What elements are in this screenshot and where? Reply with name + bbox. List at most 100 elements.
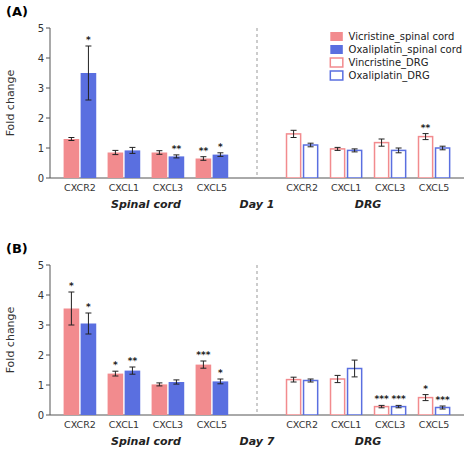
figure: (A)Fold change012345CXCR2CXCL1CXCL3CXCL5…	[0, 0, 474, 474]
bar	[213, 381, 229, 415]
bar	[304, 381, 318, 416]
section-label: DRG	[355, 198, 382, 211]
bar	[196, 159, 212, 179]
y-tick-label: 5	[38, 260, 44, 271]
y-axis: 012345	[38, 260, 464, 421]
error-bar	[308, 379, 314, 382]
error-bar	[68, 138, 74, 141]
error-bar	[379, 405, 385, 407]
bar	[287, 134, 301, 178]
x-tick-label: CXCR2	[286, 182, 318, 193]
y-tick-label: 2	[38, 350, 44, 361]
bar	[196, 365, 212, 415]
legend-label: Oxaliplatin_DRG	[349, 70, 430, 82]
error-bar	[335, 375, 341, 382]
y-axis-line	[50, 28, 51, 178]
x-tick-label: CXCL5	[419, 419, 449, 430]
x-tick-label: CXCL1	[109, 419, 139, 430]
significance-labels: *******************	[69, 281, 450, 405]
error-bar	[173, 155, 179, 158]
y-tick-label: 4	[38, 53, 44, 64]
panel-title: (B)	[6, 241, 28, 256]
y-axis: 0 1 2 3 4 5	[38, 23, 464, 184]
x-tick-label: CXCL3	[375, 182, 405, 193]
bar	[348, 150, 362, 178]
y-tick	[46, 148, 50, 149]
bar	[125, 150, 141, 178]
legend-label: Vicristine_spinal cord	[349, 31, 455, 43]
y-tick-label: 2	[38, 113, 44, 124]
legend-label: Oxaliplatin_spinal cord	[349, 44, 462, 56]
significance-label: *	[86, 35, 91, 45]
bar	[169, 156, 185, 178]
significance-label: *	[69, 281, 74, 291]
x-tick-label: CXCL5	[197, 419, 227, 430]
y-tick-label: 1	[38, 143, 44, 154]
bar	[81, 324, 97, 416]
error-bar	[352, 149, 358, 152]
section-separator	[257, 28, 258, 178]
bars	[64, 292, 450, 415]
bar	[64, 139, 80, 178]
section-separator	[257, 265, 258, 415]
y-tick	[46, 88, 50, 89]
section-label: Spinal cord	[111, 198, 181, 211]
y-axis-line	[50, 265, 51, 415]
error-bar	[200, 157, 206, 161]
significance-label: **	[421, 123, 431, 133]
significance-label: ***	[375, 394, 389, 404]
panel: (B)Fold change012345CXCR2CXCL1CXCL3CXCL5…	[4, 241, 464, 448]
significance-label: **	[172, 144, 182, 154]
x-tick-label: CXCR2	[64, 419, 96, 430]
bar	[287, 380, 301, 415]
x-tick-label: CXCL5	[197, 182, 227, 193]
y-tick	[46, 295, 50, 296]
y-tick	[46, 325, 50, 326]
significance-label: ***	[392, 394, 406, 404]
error-bar	[291, 130, 297, 137]
error-bar	[129, 147, 135, 153]
y-tick-label: 1	[38, 380, 44, 391]
error-bar	[112, 150, 118, 154]
bars	[64, 46, 450, 178]
legend-swatch	[330, 32, 343, 41]
significance-label: *	[423, 384, 428, 394]
error-bar	[156, 151, 162, 155]
bar	[108, 374, 124, 415]
error-bar	[379, 139, 385, 146]
significance-label: **	[128, 356, 138, 366]
bar	[331, 379, 345, 415]
y-tick-label: 0	[38, 410, 44, 421]
y-tick	[46, 28, 50, 29]
error-bar	[291, 377, 297, 382]
legend-label: Vincristine_DRG	[349, 57, 429, 69]
x-tick-label: CXCL3	[153, 182, 183, 193]
error-bar	[440, 146, 446, 150]
y-tick-label: 0	[38, 173, 44, 184]
error-bar	[396, 148, 402, 153]
error-bar	[200, 361, 206, 368]
x-tick-label: CXCR2	[64, 182, 96, 193]
error-bar	[423, 395, 429, 401]
panel-title: (A)	[6, 4, 28, 19]
error-bar	[112, 371, 118, 376]
y-tick-label: 5	[38, 23, 44, 34]
error-bar	[440, 406, 446, 409]
y-tick-label: 3	[38, 83, 44, 94]
legend-swatch	[330, 45, 343, 54]
section-label: Day 7	[240, 435, 275, 448]
error-bar	[156, 383, 162, 386]
x-tick-label: CXCL3	[375, 419, 405, 430]
bar	[152, 153, 168, 179]
significance-label: *	[218, 368, 223, 378]
bar	[108, 153, 124, 179]
bar	[213, 155, 229, 178]
error-bar	[85, 46, 91, 100]
error-bar	[352, 360, 358, 377]
x-tick-label: CXCL1	[331, 182, 361, 193]
x-tick-label: CXCL1	[109, 182, 139, 193]
y-tick	[46, 415, 50, 416]
legend-swatch	[330, 71, 343, 80]
bar	[169, 382, 185, 415]
y-tick	[46, 118, 50, 119]
